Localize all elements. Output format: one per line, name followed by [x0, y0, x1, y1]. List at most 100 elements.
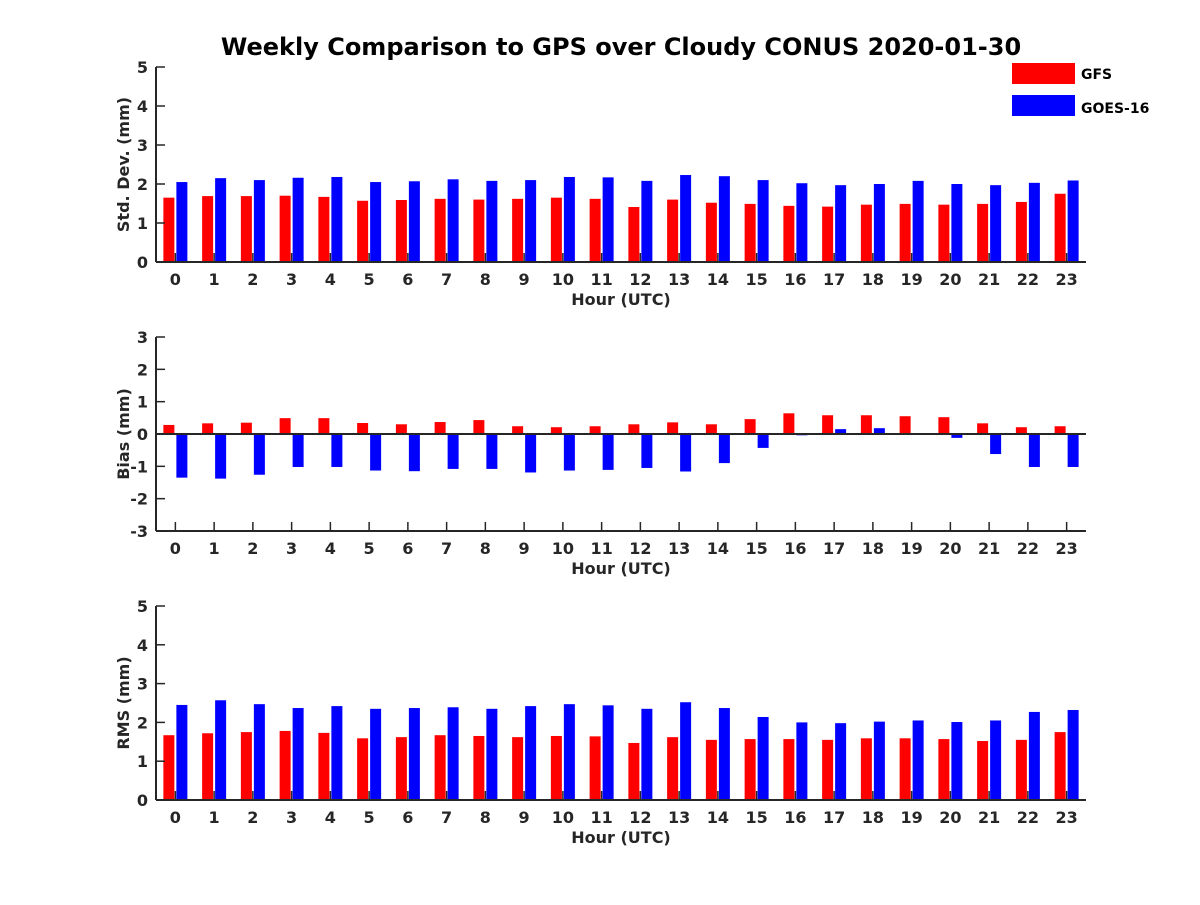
bar-goes16-1-7 [447, 434, 459, 469]
bar-gfs-2-17 [822, 739, 834, 800]
x-tick-label-0-4: 4 [325, 270, 336, 289]
bar-goes16-0-18 [873, 184, 885, 262]
bar-gfs-1-12 [628, 424, 640, 434]
y-tick-label-1-5: 2 [137, 360, 148, 379]
x-tick-label-0-9: 9 [519, 270, 530, 289]
x-tick-label-0-11: 11 [590, 270, 612, 289]
x-tick-label-2-1: 1 [209, 808, 220, 827]
bar-goes16-2-22 [1028, 711, 1040, 800]
bar-gfs-2-1 [202, 733, 214, 800]
x-tick-label-2-8: 8 [480, 808, 491, 827]
bar-goes16-0-2 [253, 180, 265, 262]
bar-goes16-0-13 [680, 175, 692, 262]
bar-gfs-0-20 [938, 204, 950, 262]
bar-goes16-1-8 [486, 434, 498, 469]
x-tick-label-0-19: 19 [900, 270, 922, 289]
bar-goes16-1-4 [331, 434, 343, 467]
bar-goes16-1-14 [718, 434, 730, 464]
x-tick-label-2-11: 11 [590, 808, 612, 827]
bar-gfs-1-14 [705, 424, 717, 434]
x-tick-label-1-16: 16 [784, 539, 806, 558]
bar-gfs-2-16 [783, 739, 795, 800]
bar-gfs-0-1 [202, 196, 214, 262]
chart-title: Weekly Comparison to GPS over Cloudy CON… [221, 33, 1021, 61]
legend-swatch-0 [1012, 63, 1075, 84]
bar-gfs-2-13 [667, 737, 679, 800]
bar-gfs-1-11 [589, 426, 601, 434]
bar-gfs-1-22 [1015, 427, 1027, 434]
x-tick-label-0-20: 20 [939, 270, 961, 289]
bar-gfs-0-22 [1015, 201, 1027, 262]
bar-gfs-0-3 [279, 195, 291, 262]
bar-gfs-1-21 [977, 423, 989, 434]
bar-goes16-0-7 [447, 179, 459, 262]
bar-goes16-0-1 [215, 178, 227, 262]
bar-goes16-1-6 [408, 434, 420, 472]
x-axis-label-0: Hour (UTC) [571, 290, 671, 309]
x-tick-label-1-12: 12 [629, 539, 651, 558]
bar-gfs-2-8 [473, 735, 485, 800]
bar-gfs-0-6 [395, 199, 407, 262]
bar-goes16-1-10 [563, 434, 575, 471]
x-tick-label-1-20: 20 [939, 539, 961, 558]
bar-gfs-0-11 [589, 198, 601, 262]
bar-goes16-1-3 [292, 434, 304, 467]
bar-goes16-1-9 [525, 434, 537, 473]
bar-gfs-2-21 [977, 741, 989, 800]
bar-goes16-2-23 [1067, 709, 1079, 800]
bar-goes16-0-19 [912, 180, 924, 262]
bar-gfs-0-16 [783, 205, 795, 262]
y-tick-label-1-6: 3 [137, 328, 148, 347]
bar-goes16-0-4 [331, 176, 343, 262]
x-tick-label-1-9: 9 [519, 539, 530, 558]
y-tick-label-2-0: 0 [137, 791, 148, 810]
bar-goes16-2-4 [331, 706, 343, 800]
bar-goes16-0-20 [951, 184, 963, 262]
chart-legend: GFS GOES-16 [1012, 63, 1149, 117]
bar-goes16-0-14 [718, 176, 730, 262]
bar-goes16-1-21 [990, 434, 1002, 455]
bar-gfs-0-17 [822, 206, 834, 262]
bar-goes16-1-22 [1028, 434, 1040, 467]
bar-gfs-1-9 [512, 426, 524, 434]
x-tick-label-2-15: 15 [745, 808, 767, 827]
x-axis-label-1: Hour (UTC) [571, 559, 671, 578]
y-tick-label-0-5: 5 [137, 58, 148, 77]
bar-gfs-1-2 [240, 422, 252, 434]
bar-gfs-2-19 [899, 738, 911, 800]
x-tick-label-0-7: 7 [441, 270, 452, 289]
bar-gfs-0-21 [977, 203, 989, 262]
bar-goes16-2-10 [563, 704, 575, 800]
bar-goes16-2-0 [176, 704, 188, 800]
x-tick-label-1-21: 21 [978, 539, 1000, 558]
bar-gfs-2-4 [318, 732, 330, 800]
bar-goes16-0-23 [1067, 180, 1079, 262]
bar-goes16-0-10 [563, 176, 575, 262]
bar-gfs-1-0 [163, 424, 175, 434]
bar-gfs-1-23 [1054, 426, 1066, 434]
bar-goes16-0-6 [408, 181, 420, 262]
bar-goes16-2-12 [641, 708, 653, 800]
x-tick-label-0-2: 2 [247, 270, 258, 289]
y-tick-label-2-2: 2 [137, 713, 148, 732]
x-tick-label-0-6: 6 [402, 270, 413, 289]
bar-goes16-1-18 [873, 428, 885, 434]
bar-goes16-2-2 [253, 704, 265, 800]
bar-gfs-0-15 [744, 203, 756, 262]
bar-gfs-0-5 [357, 200, 369, 262]
bar-goes16-2-13 [680, 702, 692, 800]
bar-gfs-0-19 [899, 203, 911, 262]
x-tick-label-0-21: 21 [978, 270, 1000, 289]
y-tick-label-2-5: 5 [137, 597, 148, 616]
x-tick-label-2-17: 17 [823, 808, 845, 827]
x-tick-label-1-23: 23 [1055, 539, 1077, 558]
bar-gfs-2-0 [163, 735, 175, 800]
bar-goes16-2-15 [757, 716, 769, 800]
x-axis-label-2: Hour (UTC) [571, 828, 671, 847]
bar-gfs-1-4 [318, 418, 330, 434]
x-tick-label-2-23: 23 [1055, 808, 1077, 827]
bar-gfs-1-15 [744, 419, 756, 434]
x-tick-label-1-1: 1 [209, 539, 220, 558]
